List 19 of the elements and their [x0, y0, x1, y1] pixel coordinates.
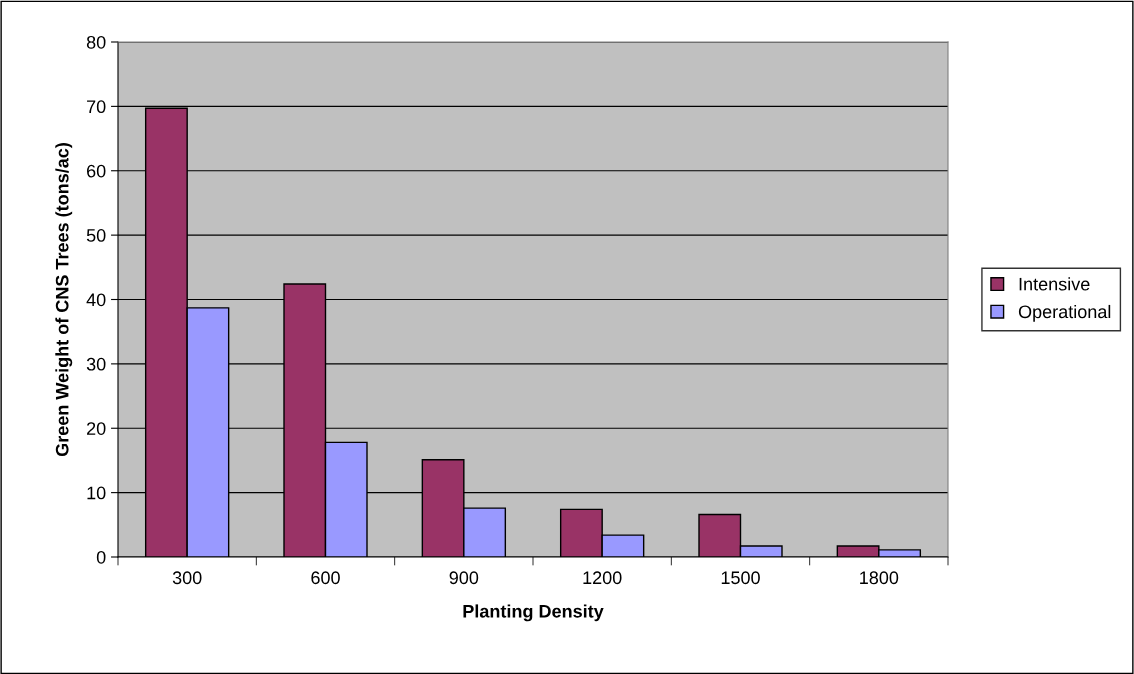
x-tick-label: 600 — [311, 571, 340, 585]
y-tick-label: 40 — [86, 293, 106, 307]
x-axis-title: Planting Density — [463, 604, 604, 622]
x-tick-label: 1200 — [583, 571, 622, 585]
y-tick-label: 0 — [96, 550, 106, 564]
y-tick-label: 70 — [87, 100, 106, 114]
y-tick-label: 20 — [87, 422, 106, 435]
x-tick-label: 1500 — [721, 571, 760, 585]
legend-label: Intensive — [1019, 277, 1090, 291]
y-tick-label: 30 — [86, 357, 106, 371]
y-tick-label: 10 — [87, 486, 106, 500]
y-tick-label: 80 — [86, 35, 106, 49]
y-tick-label: 50 — [86, 229, 106, 242]
x-tick-label: 900 — [449, 571, 479, 585]
y-axis-title: Green Weight of CNS Trees (tons/ac) — [55, 143, 73, 457]
x-tick-label: 1800 — [860, 571, 899, 585]
legend-label: Operational — [1018, 304, 1111, 322]
x-tick-label: 300 — [172, 571, 202, 585]
y-tick-label: 60 — [87, 164, 106, 178]
